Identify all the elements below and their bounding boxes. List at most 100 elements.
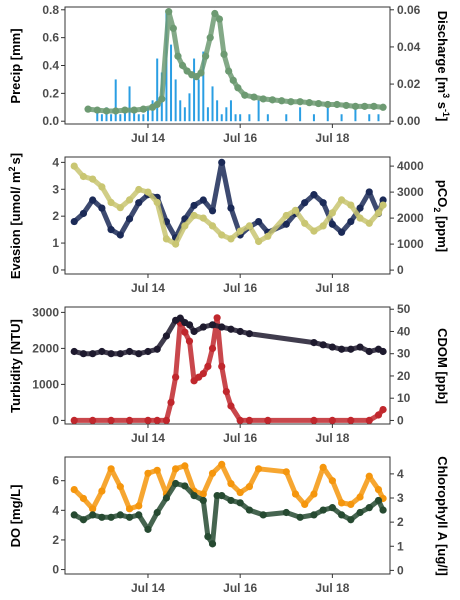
pco2-point (347, 201, 355, 209)
left-tick-label: 3000 (32, 305, 59, 319)
discharge-point (241, 91, 249, 99)
precip-bar (368, 114, 371, 122)
pco2-point (301, 219, 309, 227)
cdom-point (125, 347, 134, 356)
discharge-point (197, 69, 205, 77)
discharge-point (211, 9, 219, 18)
left-tick-label: 2 (52, 209, 59, 223)
evasion-point (107, 226, 115, 234)
left-tick-label: 6 (52, 474, 59, 488)
chlorophyll-a-point (199, 496, 207, 505)
pco2-point (208, 222, 217, 230)
pco2-point (337, 196, 346, 204)
x-tick-label: Jul 14 (131, 431, 165, 445)
cdom-point (144, 347, 152, 356)
precip-bar (206, 107, 209, 122)
discharge-point (139, 105, 147, 113)
right-ticks-panel-3: 0 10 20 30 40 50 (390, 302, 411, 427)
evasion-point (135, 199, 143, 207)
precip-bar (377, 114, 380, 122)
left-tick-label: 2000 (32, 341, 59, 355)
pco2-point (153, 198, 161, 207)
right-axis-label-pco2: pCO2 [ppm] (432, 180, 450, 252)
discharge-point (268, 96, 277, 104)
evasion-point (328, 220, 336, 228)
chlorophyll-a-point (172, 479, 180, 488)
turbidity-point (310, 416, 318, 424)
chlorophyll-a-point (204, 533, 212, 541)
pco2-point (190, 211, 198, 220)
x-tick-label: Jul 14 (131, 131, 165, 145)
x-tick-label: Jul 16 (223, 131, 257, 145)
do-point (365, 472, 373, 480)
right-tick-label: 2 (397, 515, 404, 529)
turbidity-point (347, 416, 355, 424)
precip-bar (266, 114, 269, 122)
chlorophyll-a-point (296, 513, 304, 521)
evasion-point (282, 220, 290, 228)
do-point (227, 480, 235, 488)
discharge-point (112, 107, 120, 115)
right-tick-label: 20 (397, 369, 411, 383)
precip-bar (340, 114, 343, 122)
chlorophyll-a-point (107, 513, 115, 521)
precip-bar (100, 114, 103, 122)
precip-bar (239, 114, 242, 122)
left-ticks-panel-4: 0 2 4 6 (52, 474, 65, 577)
cdom-point (190, 327, 198, 336)
chlorophyll-a-point (70, 511, 78, 519)
discharge-point (169, 24, 177, 32)
turbidity-point (125, 416, 134, 424)
x-tick-label: Jul 18 (315, 281, 349, 295)
discharge-point (278, 97, 286, 105)
cdom-point (227, 325, 235, 333)
precip-bar (197, 79, 200, 122)
turbidity-point (236, 416, 244, 424)
precip-bar (137, 114, 140, 122)
right-tick-label: 0.04 (397, 40, 421, 54)
precip-bar (326, 107, 329, 122)
turbidity-point (107, 416, 115, 424)
precip-bar (114, 79, 117, 122)
evasion-point (125, 215, 134, 223)
right-tick-label: 0.00 (397, 114, 421, 128)
do-point (255, 465, 263, 473)
do-point (236, 488, 244, 497)
do-point (356, 493, 364, 501)
evasion-point (208, 207, 217, 215)
left-ticks-panel-1: 0.0 0.2 0.4 0.6 0.8 (42, 3, 65, 128)
evasion-point (116, 231, 124, 239)
chlorophyll-a-point (319, 506, 327, 514)
turbidity-point (208, 344, 217, 352)
cdom-point (337, 345, 346, 353)
left-tick-label: 0.2 (42, 86, 59, 100)
right-tick-label: 1 (397, 539, 404, 553)
evasion-point (227, 204, 235, 212)
right-tick-label: 40 (397, 324, 411, 338)
evasion-point (190, 201, 198, 210)
discharge-point (234, 84, 242, 92)
pco2-point (98, 183, 106, 191)
right-tick-label: 30 (397, 347, 411, 361)
discharge-point (225, 67, 233, 75)
left-tick-label: 0.8 (42, 3, 59, 17)
precip-bar (202, 51, 205, 122)
precip-bar (142, 114, 145, 122)
evasion-point (255, 217, 263, 226)
turbidity-point (218, 362, 226, 370)
precip-bar (170, 44, 173, 122)
chlorophyll-a-point (89, 511, 97, 519)
evasion-point (89, 196, 97, 204)
right-tick-label: 50 (397, 302, 411, 316)
chlorophyll-a-point (310, 511, 318, 519)
pco2-point (356, 214, 364, 222)
chlorophyll-a-point (116, 511, 124, 519)
discharge-point (314, 99, 323, 108)
left-tick-label: 4 (52, 503, 59, 517)
evasion-point (70, 217, 78, 226)
pco2-point (291, 206, 300, 214)
precip-bar (220, 114, 223, 122)
cdom-point (107, 350, 115, 358)
pco2-trace (71, 163, 386, 247)
